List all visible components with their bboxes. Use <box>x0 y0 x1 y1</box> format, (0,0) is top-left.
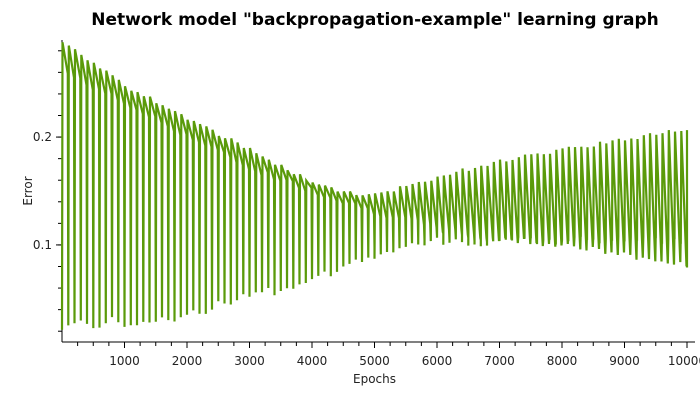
y-axis-title: Error <box>21 176 35 206</box>
y-tick-label: 0.2 <box>33 130 52 144</box>
x-tick-label: 8000 <box>547 354 578 368</box>
x-tick-label: 3000 <box>234 354 265 368</box>
x-tick-label: 2000 <box>172 354 203 368</box>
x-tick-label: 6000 <box>422 354 453 368</box>
x-tick-label: 9000 <box>609 354 640 368</box>
x-tick-label: 1000 <box>109 354 140 368</box>
ticks-layer: 1000 2000 3000 4000 5000 6000 7000 8000 9000 1000… <box>33 50 700 368</box>
x-tick-label: 7000 <box>484 354 515 368</box>
x-tick-label: 4000 <box>297 354 328 368</box>
series-layer <box>60 42 689 330</box>
x-axis-title: Epochs <box>353 372 396 386</box>
error-series-line <box>60 42 689 330</box>
y-tick-label: 0.1 <box>33 238 52 252</box>
x-tick-label: 5000 <box>359 354 390 368</box>
chart-title: Network model "backpropagation-example" … <box>91 10 659 30</box>
